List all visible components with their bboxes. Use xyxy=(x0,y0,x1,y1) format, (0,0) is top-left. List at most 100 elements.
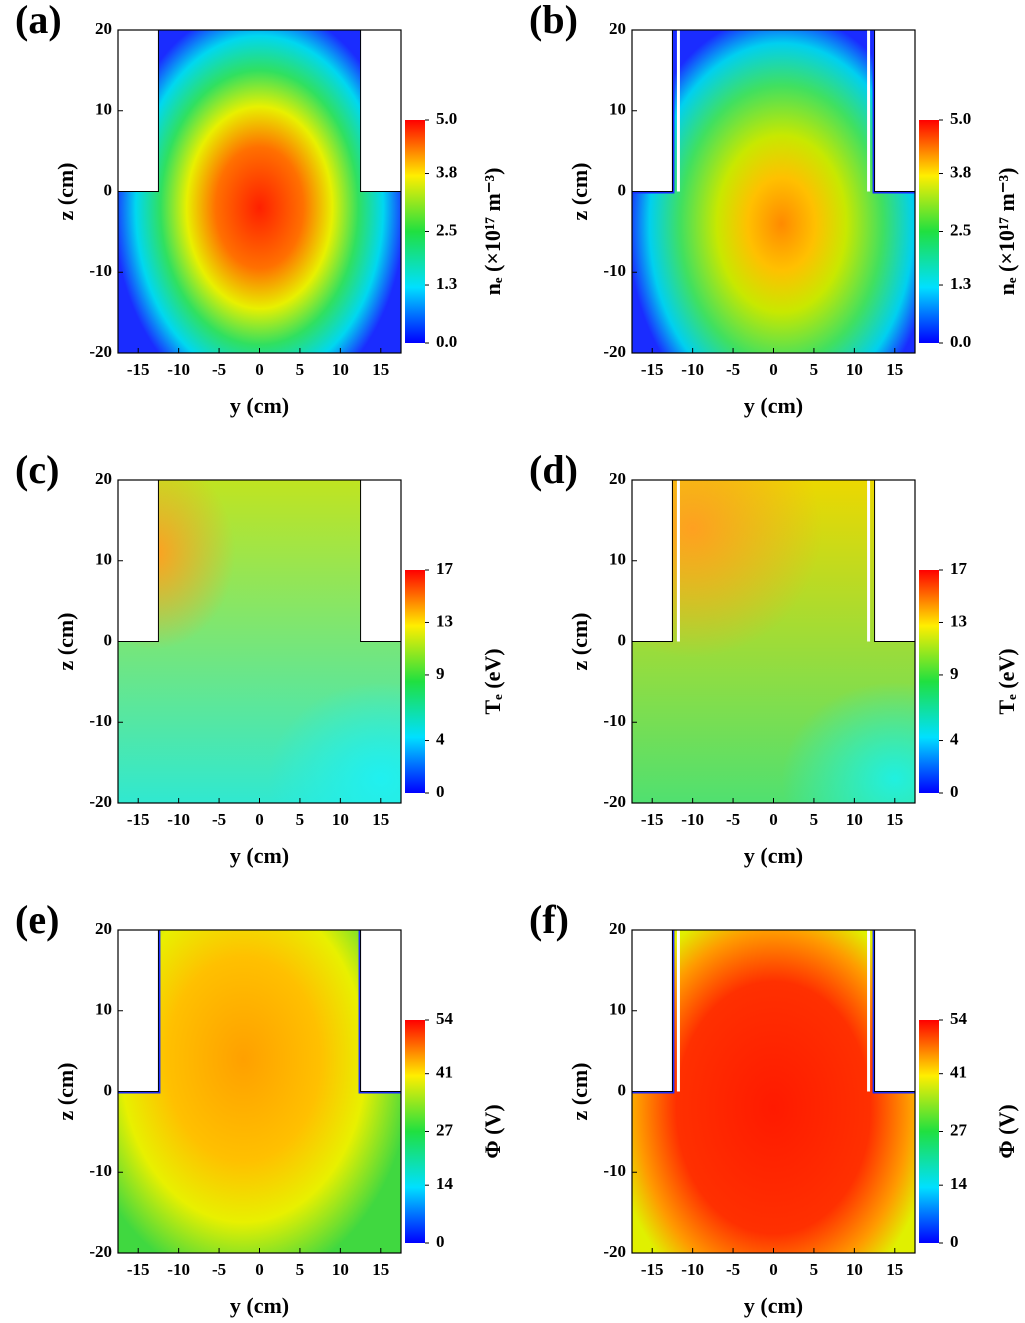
y-tick-label: 10 xyxy=(95,1000,112,1019)
x-tick-label: -15 xyxy=(641,1260,664,1279)
notch xyxy=(874,479,916,642)
colorbar-tick-label: 5.0 xyxy=(950,109,971,128)
panel: -15 -10 -5 0 5 10 15 -20 -10 0 10 20 y (cm) z (cm) (e)… xyxy=(15,897,505,1318)
colorbar-tick-label: 27 xyxy=(950,1120,968,1139)
x-tick-label: -15 xyxy=(641,810,664,829)
x-tick-label: 0 xyxy=(769,1260,778,1279)
x-tick-label: -5 xyxy=(726,1260,740,1279)
colorbar-tick-label: 0.0 xyxy=(436,332,457,351)
x-tick-label: 15 xyxy=(886,360,903,379)
x-tick-label: 15 xyxy=(886,810,903,829)
x-tick-label: 15 xyxy=(372,810,389,829)
x-tick-label: 10 xyxy=(332,810,349,829)
x-tick-label: -15 xyxy=(127,360,150,379)
y-axis-label: z (cm) xyxy=(567,1062,592,1120)
y-tick-label: 10 xyxy=(95,100,112,119)
colorbar-tick-label: 0 xyxy=(950,782,959,801)
y-tick-label: -20 xyxy=(89,1242,112,1261)
colorbar-label: Φ (V) xyxy=(480,1104,505,1158)
notch xyxy=(631,479,673,642)
x-tick-label: -15 xyxy=(127,1260,150,1279)
colorbar-tick-label: 0 xyxy=(436,782,445,801)
colorbar-tick-label: 0 xyxy=(950,1232,959,1251)
y-tick-label: 10 xyxy=(609,550,626,569)
x-tick-label: 0 xyxy=(255,810,264,829)
colorbar-tick-label: 9 xyxy=(436,664,445,683)
colorbar-label: Φ (V) xyxy=(994,1104,1019,1158)
notch xyxy=(360,29,402,192)
y-tick-label: 20 xyxy=(95,919,112,938)
x-tick-label: 0 xyxy=(769,810,778,829)
colorbar-tick-label: 27 xyxy=(436,1120,454,1139)
colorbar xyxy=(919,120,939,343)
x-tick-label: 5 xyxy=(810,360,819,379)
colorbar-tick-label: 0 xyxy=(436,1232,445,1251)
y-tick-label: -10 xyxy=(603,711,626,730)
field-layer xyxy=(632,930,915,1253)
panel-label: (a) xyxy=(15,0,62,42)
y-tick-label: -20 xyxy=(603,1242,626,1261)
colorbar-tick-label: 3.8 xyxy=(950,162,971,181)
panel-label: (f) xyxy=(529,897,569,942)
x-axis-label: y (cm) xyxy=(744,393,803,418)
y-axis-label: z (cm) xyxy=(53,1062,78,1120)
field-layer xyxy=(267,681,401,803)
colorbar-tick-label: 17 xyxy=(436,559,454,578)
colorbar-tick-label: 1.3 xyxy=(436,274,457,293)
colorbar-tick-label: 14 xyxy=(436,1174,454,1193)
y-tick-label: -10 xyxy=(89,1161,112,1180)
panel-label: (d) xyxy=(529,447,578,492)
colorbar-tick-label: 5.0 xyxy=(436,109,457,128)
colorbar xyxy=(405,1020,425,1243)
y-tick-label: 10 xyxy=(95,550,112,569)
notch xyxy=(117,479,159,642)
notch xyxy=(117,29,159,192)
field xyxy=(632,480,915,803)
x-axis-label: y (cm) xyxy=(230,393,289,418)
y-tick-label: 20 xyxy=(609,19,626,38)
y-tick-label: -10 xyxy=(89,261,112,280)
y-axis-label: z (cm) xyxy=(567,162,592,220)
colorbar-tick-label: 14 xyxy=(950,1174,968,1193)
colorbar xyxy=(919,1020,939,1243)
notch xyxy=(631,29,673,192)
x-tick-label: -5 xyxy=(212,810,226,829)
y-tick-label: -20 xyxy=(89,342,112,361)
x-tick-label: 5 xyxy=(296,1260,305,1279)
y-tick-label: 0 xyxy=(104,630,113,649)
colorbar xyxy=(405,570,425,793)
panel-label: (b) xyxy=(529,0,578,42)
x-tick-label: -5 xyxy=(726,360,740,379)
colorbar-tick-label: 41 xyxy=(436,1063,453,1082)
colorbar-tick-label: 54 xyxy=(950,1009,968,1028)
field-layer xyxy=(632,30,915,353)
x-axis-label: y (cm) xyxy=(744,1293,803,1318)
x-tick-label: -5 xyxy=(726,810,740,829)
colorbar-tick-label: 4 xyxy=(950,729,959,748)
x-tick-label: -10 xyxy=(681,360,704,379)
x-tick-label: 5 xyxy=(810,1260,819,1279)
field-layer xyxy=(118,930,401,1253)
colorbar-tick-label: 4 xyxy=(436,729,445,748)
x-tick-label: 0 xyxy=(255,360,264,379)
x-axis-label: y (cm) xyxy=(744,843,803,868)
colorbar-tick-label: 13 xyxy=(436,611,453,630)
y-tick-label: 0 xyxy=(618,630,627,649)
x-tick-label: 10 xyxy=(846,360,863,379)
panel: -15 -10 -5 0 5 10 15 -20 -10 0 10 20 y (cm) z (cm) (c)… xyxy=(15,447,505,868)
field xyxy=(118,30,401,353)
x-tick-label: 10 xyxy=(332,360,349,379)
field-layer xyxy=(781,681,915,803)
field-layer xyxy=(118,30,401,353)
notch xyxy=(874,29,916,192)
y-tick-label: -20 xyxy=(603,792,626,811)
y-axis-label: z (cm) xyxy=(567,612,592,670)
notch xyxy=(360,929,402,1092)
x-axis-label: y (cm) xyxy=(230,1293,289,1318)
x-tick-label: 10 xyxy=(846,810,863,829)
colorbar-label: nₑ (×10¹⁷ m⁻³) xyxy=(480,168,505,296)
y-tick-label: 0 xyxy=(618,180,627,199)
x-tick-label: -10 xyxy=(167,360,190,379)
x-tick-label: -10 xyxy=(681,810,704,829)
colorbar-label: nₑ (×10¹⁷ m⁻³) xyxy=(994,168,1019,296)
